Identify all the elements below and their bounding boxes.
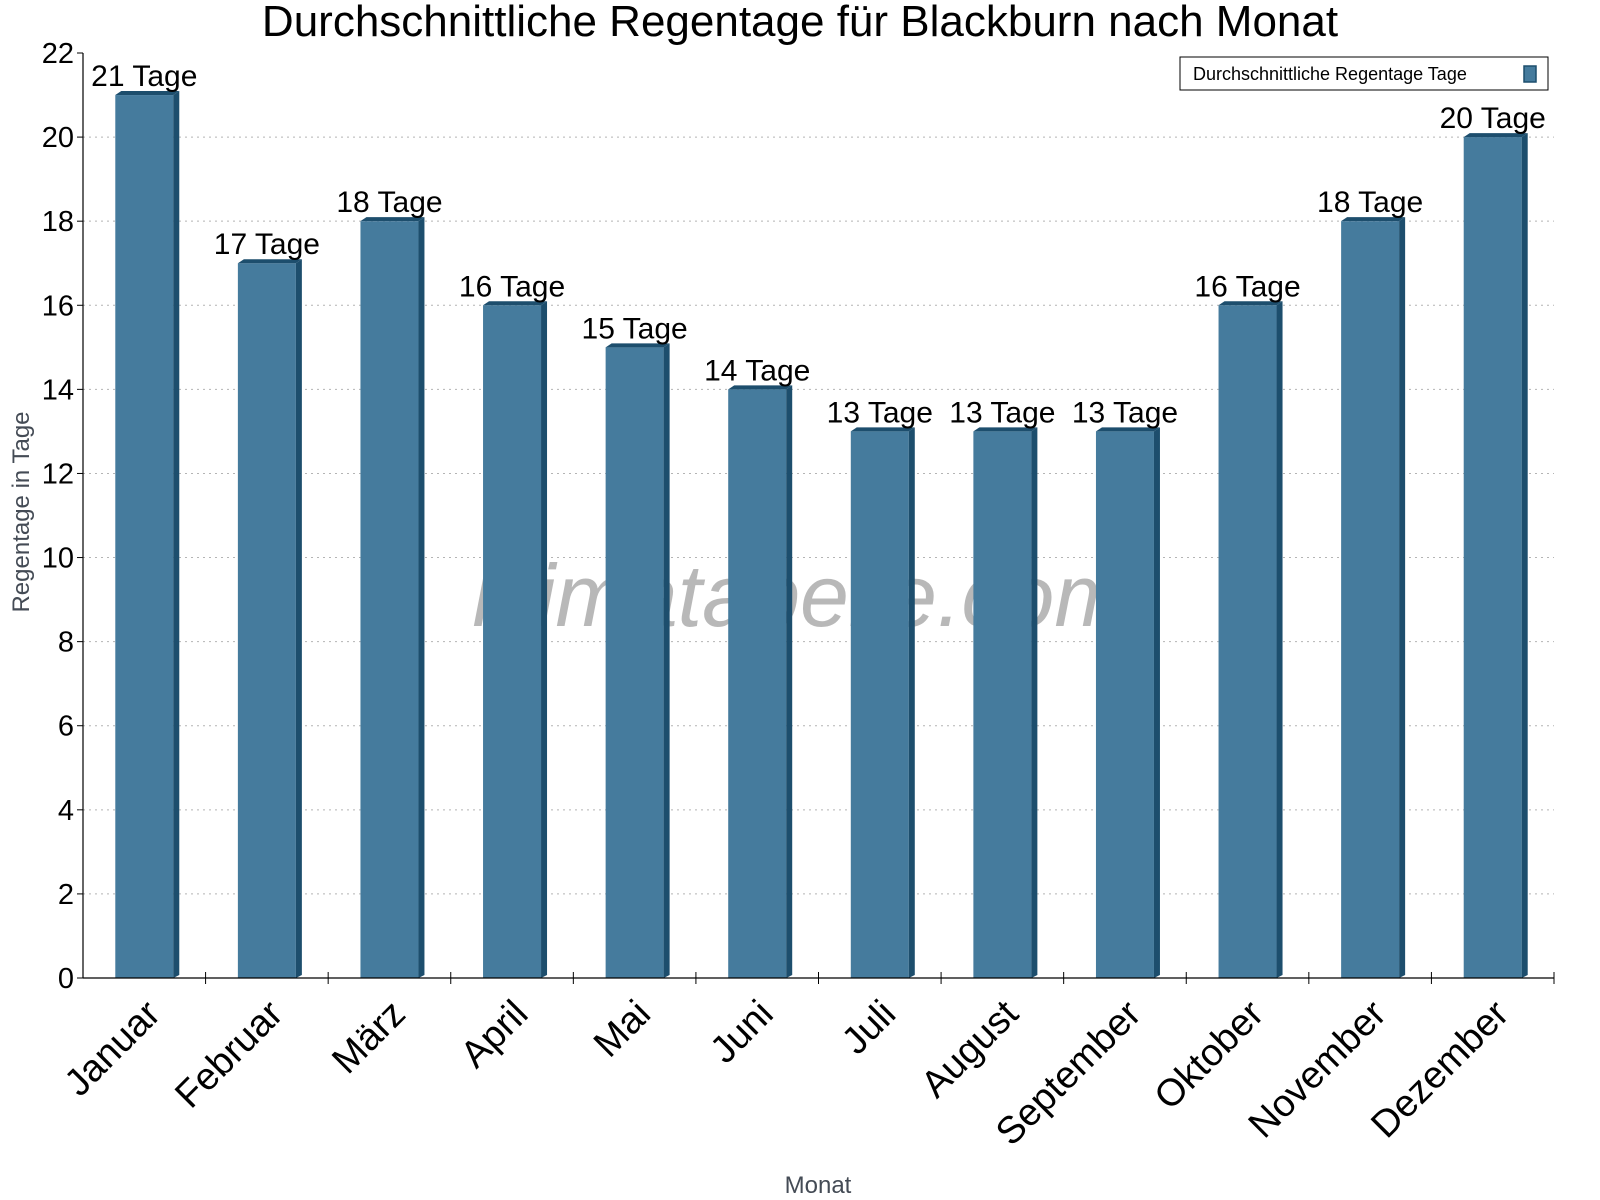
y-tick-label: 2 (58, 879, 74, 911)
legend-swatch (1523, 65, 1537, 83)
data-labels: 21 Tage 17 Tage 18 Tage 16 Tage 15 Tage 14 Ta… (91, 60, 1546, 429)
y-tick-label: 0 (58, 963, 74, 995)
x-tick-label: August (913, 992, 1027, 1106)
y-tick-label: 18 (42, 206, 74, 238)
y-tick-label: 4 (58, 795, 74, 827)
y-tick-label: 22 (42, 38, 74, 70)
bar (483, 301, 548, 979)
y-tick-label: 16 (42, 290, 74, 322)
bar (605, 343, 670, 978)
bar (973, 427, 1038, 979)
y-tick-labels: 0 2 4 6 8 10 12 14 16 18 20 22 (42, 38, 74, 995)
bar-top (237, 259, 302, 264)
bar-top (605, 343, 670, 348)
x-tick-label: März (324, 993, 413, 1082)
bar (728, 385, 793, 978)
legend-box (1179, 56, 1549, 91)
chart-title: Durchschnittliche Regentage für Blackbur… (262, 0, 1338, 46)
bar (1463, 133, 1528, 978)
x-tick-label: Januar (57, 992, 169, 1104)
bar-top (728, 385, 793, 390)
y-tick-label: 14 (42, 374, 74, 406)
x-axis-title: Monat (785, 1172, 852, 1199)
bar-front (1463, 137, 1522, 978)
x-tick-label: Mai (586, 993, 659, 1066)
bar (1095, 427, 1160, 979)
legend-label: Durchschnittliche Regentage Tage (1193, 64, 1467, 84)
data-label: 16 Tage (459, 270, 565, 303)
bar-side (1399, 217, 1406, 978)
data-label: 17 Tage (214, 228, 320, 261)
bar (237, 259, 302, 978)
bar-side (1031, 427, 1038, 979)
data-label: 18 Tage (336, 186, 442, 219)
bar-side (1276, 301, 1283, 979)
bar (360, 217, 425, 978)
x-tick-label: Juni (703, 993, 782, 1072)
bar-front (605, 347, 664, 978)
bar-front (1218, 305, 1277, 979)
bar-side (541, 301, 548, 979)
data-label: 13 Tage (949, 396, 1055, 429)
bar-side (1521, 133, 1528, 978)
data-label: 16 Tage (1194, 270, 1300, 303)
y-tick-label: 6 (58, 711, 74, 743)
y-axis-title: Regentage in Tage (8, 411, 35, 612)
bar-top (1463, 133, 1528, 138)
x-tick-label: Februar (167, 992, 291, 1116)
bar-front (115, 95, 174, 978)
data-label: 15 Tage (582, 312, 688, 345)
bar-top (1341, 217, 1406, 222)
bar-front (973, 431, 1032, 979)
data-label: 20 Tage (1440, 102, 1546, 135)
bar (115, 91, 180, 978)
bar-front (360, 221, 419, 978)
data-label: 14 Tage (704, 354, 810, 387)
y-tick-label: 8 (58, 627, 74, 659)
data-label: 18 Tage (1317, 186, 1423, 219)
legend: Durchschnittliche Regentage Tage (1179, 56, 1549, 91)
bar-top (1095, 427, 1160, 432)
data-label: 13 Tage (827, 396, 933, 429)
bar-side (173, 91, 180, 978)
data-label: 21 Tage (91, 60, 197, 93)
bar-side (1153, 427, 1160, 979)
x-tick-label: Oktober (1147, 992, 1273, 1118)
bar-top (1218, 301, 1283, 306)
bar-front (1341, 221, 1400, 978)
grid-lines (83, 136, 1554, 895)
x-tick-label: April (453, 993, 536, 1076)
bar (1218, 301, 1283, 979)
data-label: 13 Tage (1072, 396, 1178, 429)
bar (1341, 217, 1406, 978)
y-tick-label: 20 (42, 122, 74, 154)
y-tick-label: 12 (42, 458, 74, 490)
bar-side (418, 217, 425, 978)
bar-top (115, 91, 180, 96)
bar-top (483, 301, 548, 306)
bar-side (295, 259, 302, 978)
x-tick-label: Juli (834, 993, 904, 1063)
bar-front (728, 389, 787, 978)
bar (850, 427, 915, 979)
axes (77, 52, 1555, 984)
y-tick-label: 10 (42, 543, 74, 575)
bar-top (360, 217, 425, 222)
bar-front (850, 431, 909, 979)
bar-top (850, 427, 915, 432)
bar-side (786, 385, 793, 978)
bar-side (908, 427, 915, 979)
bar-top (973, 427, 1038, 432)
bar-front (237, 263, 296, 978)
bar-front (1095, 431, 1154, 979)
bar-side (663, 343, 670, 978)
bar-front (483, 305, 542, 979)
bar-series (115, 91, 1528, 979)
